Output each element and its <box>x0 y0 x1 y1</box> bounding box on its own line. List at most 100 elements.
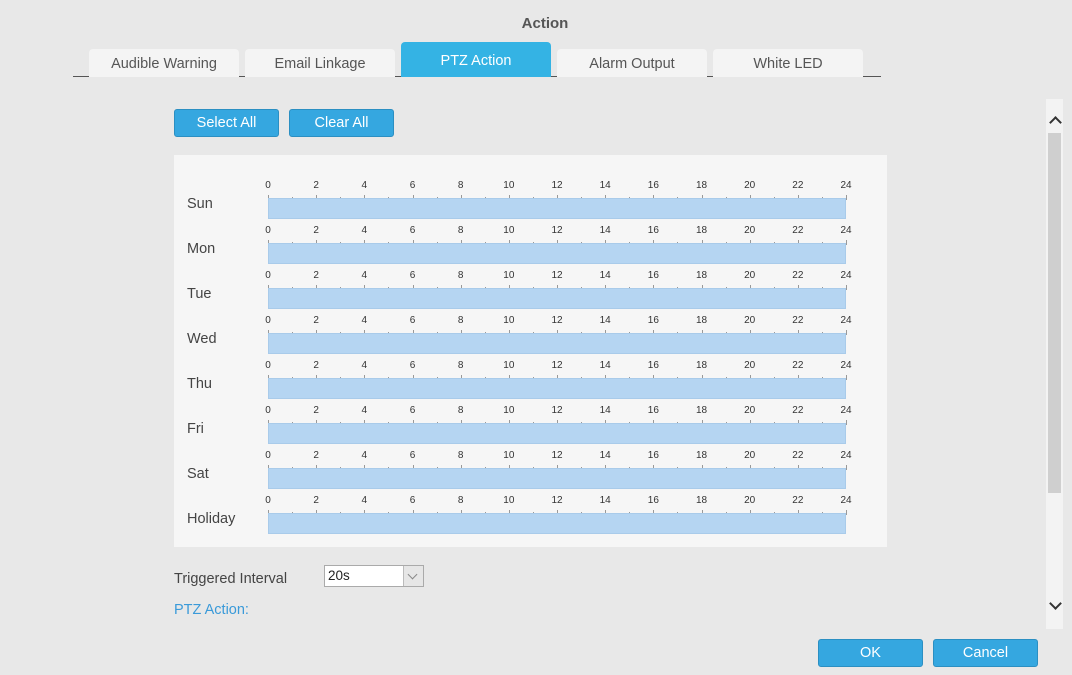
tick-mark <box>846 195 847 200</box>
tick-mark <box>749 420 751 425</box>
tick-label: 18 <box>695 495 708 506</box>
tick-label: 2 <box>313 225 319 236</box>
tick-mark <box>846 330 847 335</box>
tick-mark <box>508 465 510 470</box>
tick-mark <box>605 330 607 335</box>
tick-label: 18 <box>695 405 708 416</box>
tab-email-linkage[interactable]: Email Linkage <box>245 49 395 77</box>
tick-label: 0 <box>265 405 271 416</box>
schedule-panel: Sun 0 2 4 6 8 10 12 14 16 18 20 22 24 Mon 0 2 4 6 8 10 12 14 16… <box>174 155 887 547</box>
tick-mark <box>797 465 799 470</box>
tab-alarm-output[interactable]: Alarm Output <box>557 49 707 77</box>
tick-label: 22 <box>792 315 804 326</box>
tick-mark <box>605 285 607 290</box>
tick-label: 22 <box>792 225 804 236</box>
tick-label: 22 <box>792 450 804 461</box>
tick-label: 4 <box>361 315 368 326</box>
tick-mark <box>605 195 607 200</box>
tick-mark <box>557 195 558 200</box>
tab-audible-warning[interactable]: Audible Warning <box>89 49 239 77</box>
day-label: Fri <box>187 421 204 437</box>
tab-white-led[interactable]: White LED <box>713 49 863 77</box>
tick-label: 2 <box>313 360 319 371</box>
scrollbar[interactable] <box>1046 99 1063 629</box>
tick-label: 8 <box>457 495 464 506</box>
tick-mark <box>653 195 655 200</box>
triggered-interval-label: Triggered Interval <box>174 571 288 587</box>
schedule-bar-fri[interactable] <box>268 423 846 444</box>
tick-label: 20 <box>744 315 756 326</box>
tick-label: 6 <box>409 180 416 191</box>
tick-label: 16 <box>647 495 659 506</box>
tick-mark <box>701 285 703 290</box>
chevron-down-icon[interactable] <box>403 566 423 586</box>
tick-label: 24 <box>840 360 852 371</box>
clear-all-button[interactable]: Clear All <box>289 109 394 137</box>
tab-ptz-action[interactable]: PTZ Action <box>401 42 551 77</box>
tick-label: 6 <box>409 225 416 236</box>
tick-mark <box>846 465 847 470</box>
tick-mark <box>605 240 607 245</box>
tick-mark <box>653 240 655 245</box>
tick-mark <box>412 465 414 470</box>
tick-mark <box>316 330 318 335</box>
tick-label: 16 <box>647 360 659 371</box>
tick-label: 20 <box>744 450 756 461</box>
tick-label: 24 <box>840 495 852 506</box>
tick-mark <box>749 285 751 290</box>
schedule-bar-thu[interactable] <box>268 378 846 399</box>
ok-button[interactable]: OK <box>818 639 923 667</box>
tick-mark <box>412 510 414 515</box>
tick-mark <box>653 510 655 515</box>
schedule-bar-sun[interactable] <box>268 198 846 219</box>
tick-label: 0 <box>265 315 271 326</box>
tick-mark <box>316 510 318 515</box>
tick-label: 14 <box>599 360 611 371</box>
tick-mark <box>557 465 558 470</box>
tick-mark <box>268 375 269 380</box>
tick-label: 14 <box>599 405 611 416</box>
tick-label: 18 <box>695 315 708 326</box>
tick-label: 10 <box>503 450 515 461</box>
schedule-bar-tue[interactable] <box>268 288 846 309</box>
tick-mark <box>412 420 414 425</box>
schedule-row-thu: Thu 0 2 4 6 8 10 12 14 16 18 20 22 24 <box>174 343 887 399</box>
tick-label: 2 <box>313 270 319 281</box>
tick-label: 18 <box>695 225 708 236</box>
tick-mark <box>460 465 462 470</box>
ptz-action-label: PTZ Action: <box>174 602 249 618</box>
schedule-bar-wed[interactable] <box>268 333 846 354</box>
triggered-interval-select[interactable]: 20s <box>324 565 424 587</box>
tick-mark <box>653 285 655 290</box>
tick-mark <box>460 375 462 380</box>
schedule-bar-sat[interactable] <box>268 468 846 489</box>
cancel-button[interactable]: Cancel <box>933 639 1038 667</box>
tick-mark <box>557 330 558 335</box>
tick-mark <box>846 240 847 245</box>
tick-mark <box>749 240 751 245</box>
schedule-bar-holiday[interactable] <box>268 513 846 534</box>
tick-mark <box>749 330 751 335</box>
tick-label: 0 <box>265 360 271 371</box>
select-all-button[interactable]: Select All <box>174 109 279 137</box>
tick-mark <box>460 195 462 200</box>
tick-mark <box>460 510 462 515</box>
tick-mark <box>316 375 318 380</box>
tick-label: 20 <box>744 360 756 371</box>
tick-label: 24 <box>840 315 852 326</box>
tick-mark <box>797 285 799 290</box>
tick-mark <box>412 285 414 290</box>
tick-label: 20 <box>744 225 756 236</box>
triggered-interval-value: 20s <box>328 568 350 583</box>
tick-label: 2 <box>313 450 319 461</box>
tick-mark <box>508 330 510 335</box>
tick-mark <box>846 510 847 515</box>
tick-mark <box>701 240 703 245</box>
tick-mark <box>508 195 510 200</box>
tick-mark <box>749 465 751 470</box>
schedule-bar-mon[interactable] <box>268 243 846 264</box>
chevron-up-icon[interactable] <box>1046 109 1063 131</box>
chevron-down-icon[interactable] <box>1046 596 1063 618</box>
tick-label: 24 <box>840 450 852 461</box>
scroll-thumb[interactable] <box>1048 133 1061 493</box>
